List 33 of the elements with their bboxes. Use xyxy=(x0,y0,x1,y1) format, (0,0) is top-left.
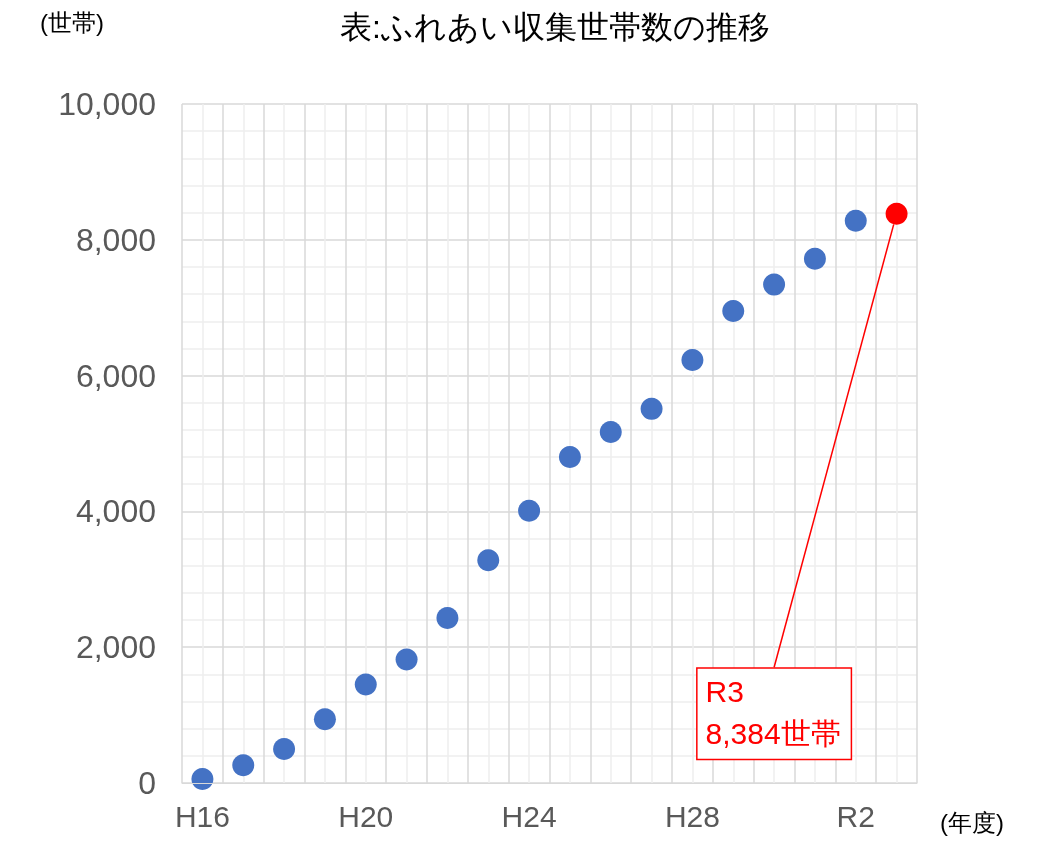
point xyxy=(681,348,704,371)
x-tick-label: R2 xyxy=(836,799,875,833)
point xyxy=(885,202,908,225)
point xyxy=(640,397,663,420)
y-tick-label: 8,000 xyxy=(75,221,156,258)
point xyxy=(477,549,500,572)
y-tick-label: 10,000 xyxy=(58,86,156,122)
point xyxy=(313,708,336,731)
point xyxy=(844,209,867,232)
point xyxy=(191,767,214,790)
x-tick-label: H24 xyxy=(501,799,557,833)
y-axis-title: (世帯) xyxy=(40,8,104,36)
point xyxy=(599,420,622,443)
point xyxy=(518,499,541,522)
chart-title: 表:ふれあい収集世帯数の推移 xyxy=(340,9,770,45)
point xyxy=(273,738,296,761)
x-tick-label: H20 xyxy=(338,799,394,833)
x-axis-title: (年度) xyxy=(940,808,1004,836)
point xyxy=(436,607,459,629)
point xyxy=(763,273,786,296)
y-tick-label: 4,000 xyxy=(75,493,156,530)
x-tick-label: H28 xyxy=(664,799,720,833)
y-tick-label: 0 xyxy=(138,765,156,801)
point xyxy=(395,648,418,671)
data-label: R3 8,384世帯 xyxy=(705,675,841,751)
point xyxy=(354,673,377,696)
point xyxy=(558,446,581,469)
point xyxy=(232,754,255,777)
x-tick-label: H16 xyxy=(174,799,230,833)
point xyxy=(803,247,826,270)
point xyxy=(722,300,745,323)
y-tick-label: 6,000 xyxy=(75,357,156,394)
y-tick-label: 2,000 xyxy=(75,629,156,666)
